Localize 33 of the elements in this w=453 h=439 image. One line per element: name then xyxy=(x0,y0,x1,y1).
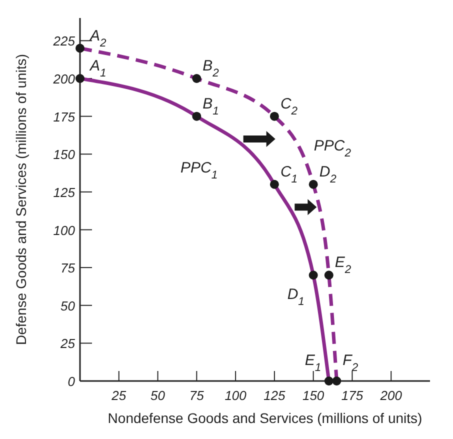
y-tick-label: 200 xyxy=(52,72,76,86)
x-axis-title: Nondefense Goods and Services (millions of units) xyxy=(108,410,422,426)
series-label: PPC$_{1}$ xyxy=(180,159,218,182)
x-tick-label: 150 xyxy=(302,388,325,403)
annotation: C$_{2}$ xyxy=(280,95,298,118)
y-tick-label: 150 xyxy=(53,147,76,162)
x-tick-label: 50 xyxy=(150,388,166,403)
y-axis-title: Defense Goods and Services (millions of units) xyxy=(13,54,29,346)
annotation: F$_{2}$ xyxy=(342,352,359,374)
y-tick-label: 25 xyxy=(60,336,76,352)
y-tick-label: 100 xyxy=(53,222,76,238)
x-tick-label: 25 xyxy=(110,388,127,403)
annotation: C$_{1}$ xyxy=(280,163,298,186)
annotation: D$_{2}$ xyxy=(319,163,338,186)
annotation: D$_{1}$ xyxy=(287,286,304,308)
annotation: B$_{2}$ xyxy=(202,58,220,80)
x-tick-label: 100 xyxy=(224,388,248,403)
y-tick-label: 175 xyxy=(53,109,76,124)
annotation: E$_{2}$ xyxy=(334,254,352,276)
series-label: PPC$_{2}$ xyxy=(314,137,352,160)
x-tick-label: 125 xyxy=(264,388,286,403)
x-tick-label: 175 xyxy=(341,388,364,403)
annotation: B$_{1}$ xyxy=(202,95,219,118)
y-tick-label: 50 xyxy=(60,298,76,314)
annotation: E$_{1}$ xyxy=(304,352,322,374)
annotation: A$_{1}$ xyxy=(89,58,106,80)
y-tick-label: 0 xyxy=(68,374,76,389)
y-tick-label: 75 xyxy=(60,260,76,276)
y-tick-label: 225 xyxy=(52,34,76,49)
y-tick-label: 125 xyxy=(53,184,76,200)
annotation: A$_{2}$ xyxy=(89,27,108,50)
x-tick-label: 75 xyxy=(189,388,205,403)
x-tick-label: 200 xyxy=(379,388,403,403)
